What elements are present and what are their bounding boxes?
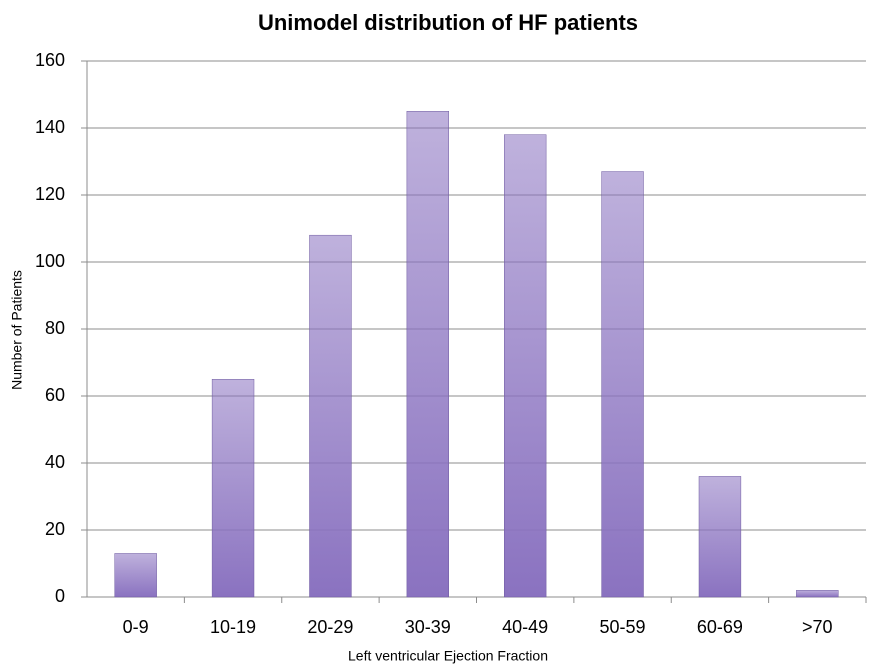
x-tick-label: 30-39 [405,617,451,637]
bar [114,553,157,598]
x-tick-label: 60-69 [697,617,743,637]
bar [796,590,839,598]
y-tick-label: 80 [45,318,65,338]
bar [504,134,547,598]
y-tick-label: 160 [35,50,65,70]
y-tick-label: 0 [55,586,65,606]
x-tick-label: 0-9 [123,617,149,637]
chart-title: Unimodel distribution of HF patients [258,10,638,35]
bar [406,111,449,598]
x-tick-label: 10-19 [210,617,256,637]
y-tick-label: 40 [45,452,65,472]
y-tick-label: 60 [45,385,65,405]
y-tick-label: 100 [35,251,65,271]
x-tick-label: 20-29 [307,617,353,637]
bar [601,171,644,598]
x-tick-label: 50-59 [600,617,646,637]
y-tick-label: 120 [35,184,65,204]
bar [211,379,255,598]
x-tick-label: 40-49 [502,617,548,637]
y-tick-label: 20 [45,519,65,539]
x-axis-label: Left ventricular Ejection Fraction [348,648,548,664]
x-tick-label: >70 [802,617,833,637]
bar [698,476,742,598]
y-tick-label: 140 [35,117,65,137]
bar [309,234,352,598]
y-axis-label: Number of Patients [9,270,25,390]
